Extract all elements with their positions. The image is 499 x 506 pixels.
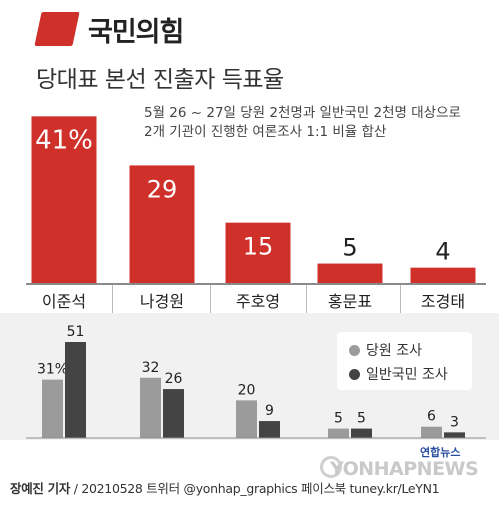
sub-bar-value-label: 26: [165, 371, 183, 387]
chart-baseline: [26, 283, 486, 285]
sub-bar: [163, 389, 184, 438]
legend-label: 당원 조사: [366, 343, 422, 359]
sub-bar-value-label: 3: [450, 414, 459, 430]
category-divider: [400, 283, 401, 313]
category-label: 조경태: [421, 292, 465, 311]
reporter-name: 장예진 기자: [10, 481, 71, 496]
agency-label: 연합뉴스: [420, 446, 461, 459]
main-bar: [129, 165, 195, 284]
main-bar: [410, 267, 476, 284]
category-label: 홍문표: [328, 292, 372, 311]
main-bar-value-label: 4: [435, 238, 450, 266]
sub-bar-value-label: 5: [357, 411, 366, 427]
category-divider: [210, 283, 211, 313]
category-divider: [112, 283, 113, 313]
category-label: 주호영: [236, 292, 280, 311]
credit-line: 장예진 기자 / 20210528 트위터 @yonhap_graphics 페…: [10, 478, 440, 497]
main-bar: [317, 263, 383, 284]
survey-note-line1: 5월 26 ~ 27일 당원 2천명과 일반국민 2천명 대상으로: [144, 105, 461, 121]
sub-bar: [42, 379, 63, 438]
legend-item-party-member: 당원 조사: [349, 340, 422, 360]
watermark: YONHAPNEWS: [330, 458, 479, 480]
party-name: 국민의힘: [88, 17, 184, 48]
sub-bar: [328, 428, 349, 438]
main-bar: [225, 222, 291, 284]
legend-swatch: [349, 344, 360, 356]
legend-label: 일반국민 조사: [366, 367, 448, 383]
main-bar-value-label: 5: [342, 234, 357, 262]
watermark-logo: [320, 456, 342, 478]
legend-item-general-public: 일반국민 조사: [349, 364, 448, 384]
sub-bar-value-label: 51: [67, 324, 85, 340]
main-bar-value-label: 41%: [35, 125, 93, 155]
survey-note-line2: 2개 기관이 진행한 여론조사 1:1 비율 합산: [144, 124, 387, 140]
legend: 당원 조사 일반국민 조사: [337, 332, 472, 390]
main-bar-value-label: 29: [147, 175, 178, 203]
sub-bar: [444, 432, 465, 438]
sub-bar-value-label: 9: [265, 403, 274, 419]
sub-bar: [351, 428, 372, 438]
credit-text: / 20210528 트위터 @yonhap_graphics 페이스북 tun…: [73, 481, 440, 496]
sub-bar: [140, 377, 161, 438]
category-label: 이준석: [42, 292, 86, 311]
legend-swatch: [349, 368, 360, 380]
sub-bar-value-label: 20: [238, 382, 256, 398]
main-bar-value-label: 15: [243, 233, 274, 261]
category-divider: [306, 283, 307, 313]
sub-bar-value-label: 32: [142, 360, 160, 376]
sub-bar: [236, 400, 257, 438]
sub-bar-value-label: 5: [334, 411, 343, 427]
main-bar: [31, 116, 97, 284]
sub-bar-value-label: 31%: [37, 362, 68, 378]
category-label: 나경원: [140, 292, 184, 311]
sub-bar: [259, 421, 280, 438]
sub-bar-value-label: 6: [427, 409, 436, 425]
chart-title: 당대표 본선 진출자 득표율: [36, 67, 284, 93]
sub-bar: [65, 342, 86, 438]
sub-bar: [421, 426, 442, 438]
